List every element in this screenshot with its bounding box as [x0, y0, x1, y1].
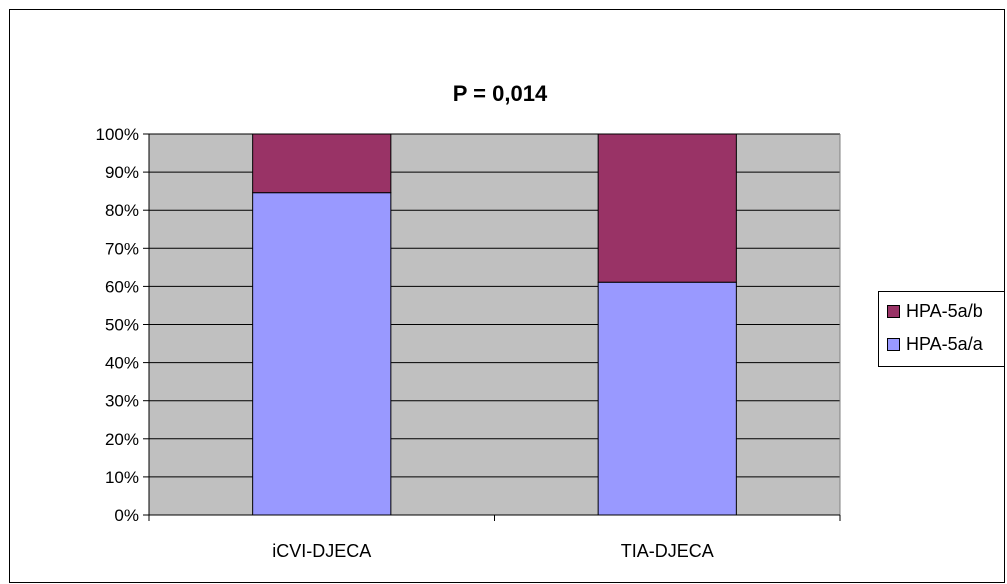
- x-tick-label: iCVI-DJECA: [272, 541, 371, 561]
- bar-tia-djeca-hpa-5a-a: [597, 281, 737, 516]
- y-tick-label: 50%: [105, 316, 139, 335]
- y-tick-label: 80%: [105, 201, 139, 220]
- y-tick-label: 0%: [114, 506, 139, 525]
- legend-item-hpa-5a-b: HPA-5a/b: [887, 300, 983, 322]
- y-tick-label: 90%: [105, 163, 139, 182]
- legend-swatch-hpa-5a-b: [887, 304, 900, 318]
- legend: HPA-5a/b HPA-5a/a: [878, 291, 1004, 367]
- bar-icvi-djeca-hpa-5a-b: [252, 133, 392, 194]
- legend-swatch-hpa-5a-a: [887, 337, 900, 351]
- legend-label-hpa-5a-a: HPA-5a/a: [906, 333, 983, 354]
- chart-title: P = 0,014: [452, 81, 548, 106]
- y-tick-label: 30%: [105, 392, 139, 411]
- legend-label-hpa-5a-b: HPA-5a/b: [906, 300, 983, 321]
- y-tick-label: 70%: [105, 239, 139, 258]
- y-tick-label: 10%: [105, 468, 139, 487]
- chart-svg: 0% 10% 20% 30% 40% 50% 60% 70% 80% 90% 100% iCVI-DJ…: [96, 125, 841, 561]
- y-tick-label: 100%: [96, 125, 139, 144]
- bar-tia-djeca-hpa-5a-b: [597, 133, 737, 283]
- bar-icvi-djeca-hpa-5a-a: [252, 192, 392, 516]
- x-tick-label: TIA-DJECA: [621, 541, 714, 561]
- y-tick-label: 40%: [105, 354, 139, 373]
- y-tick-label: 20%: [105, 430, 139, 449]
- y-tick-label: 60%: [105, 277, 139, 296]
- legend-item-hpa-5a-a: HPA-5a/a: [887, 333, 983, 355]
- chart-frame: P = 0,014 0% 10% 20% 30% 40% 50% 60% 70% 80% 90% 1…: [9, 9, 1005, 583]
